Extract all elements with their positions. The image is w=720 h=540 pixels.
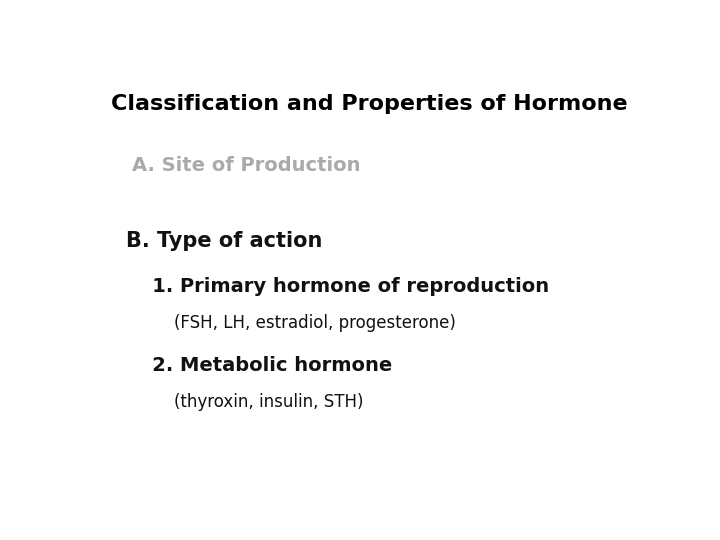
Text: (thyroxin, insulin, STH): (thyroxin, insulin, STH) <box>132 393 364 411</box>
Text: (FSH, LH, estradiol, progesterone): (FSH, LH, estradiol, progesterone) <box>132 314 456 332</box>
Text: Classification and Properties of Hormone: Classification and Properties of Hormone <box>111 94 627 114</box>
Text: B. Type of action: B. Type of action <box>126 231 323 251</box>
Text: 1. Primary hormone of reproduction: 1. Primary hormone of reproduction <box>132 277 549 296</box>
Text: 2. Metabolic hormone: 2. Metabolic hormone <box>132 356 392 375</box>
Text: A. Site of Production: A. Site of Production <box>132 156 360 176</box>
